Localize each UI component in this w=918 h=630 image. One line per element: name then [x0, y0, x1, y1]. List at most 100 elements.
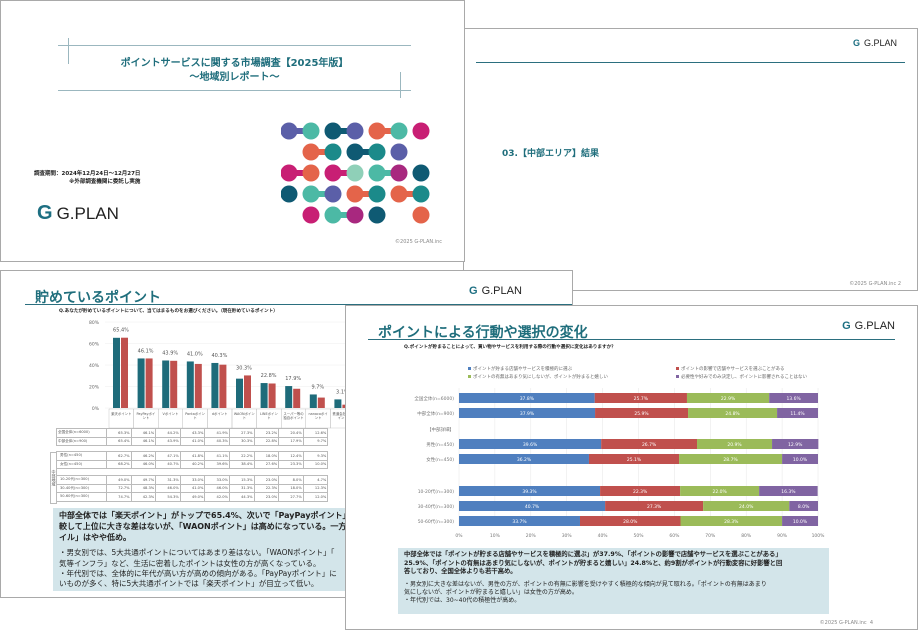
table-cell: 38.4%: [228, 459, 255, 469]
table-cell: 23.0%: [253, 492, 280, 502]
g-plan-logo: G G.PLAN: [37, 202, 119, 224]
table-cell: 17.9%: [278, 436, 304, 446]
table-cell: 41.0%: [179, 436, 206, 446]
bar-segment: [459, 439, 602, 449]
section-title: 03.【中部エリア】結果: [502, 149, 599, 159]
bar-national: [309, 394, 317, 408]
table-cell: 42.3%: [130, 492, 157, 502]
bar-segment: [459, 501, 606, 511]
slide-3-points-held[interactable]: 貯めているポイント G G.PLAN Q.あなたが貯めているポイントについて、当て…: [0, 270, 573, 598]
table-group-label: 中部地域: [50, 452, 57, 504]
bar-chubu: [121, 337, 128, 408]
data-label: 3.1%: [336, 389, 349, 395]
row-label: 中部全体(n=900): [417, 410, 454, 417]
data-label: 41.0%: [187, 351, 203, 357]
table-cell: 40.2%: [179, 459, 206, 469]
table-cell: 9.3%: [302, 451, 329, 461]
bar-national: [211, 362, 219, 408]
table-cell: 33.0%: [204, 475, 230, 485]
slide-2-section[interactable]: G G.PLAN 03.【中部エリア】結果 ©2025 G-PLAN.inc 2: [463, 28, 918, 291]
dot: [324, 164, 342, 182]
table-cell: 31.3%: [228, 483, 255, 493]
question-text: Q.ポイントが貯まることによって、買い物やサービスを利用する際の行動や選択に変化…: [404, 345, 616, 350]
segment-label: 37.9%: [520, 411, 535, 417]
dot-connector: [333, 212, 355, 218]
table-cell: 33.0%: [179, 475, 206, 485]
dot: [412, 185, 430, 203]
table-cell: 12.3%: [302, 483, 329, 493]
table-cell: 46.1%: [130, 436, 157, 446]
dot: [368, 185, 386, 203]
segment-label: 25.1%: [627, 457, 642, 463]
bar-chubu: [170, 360, 178, 408]
slide-title: 貯めているポイント: [35, 290, 161, 306]
segment-label: 22.9%: [721, 396, 736, 402]
table-cell: 10.0%: [302, 459, 329, 469]
summary-box: 中部全体では「楽天ポイント」がトップで65.4%、次いで「PayPayポイント」…: [53, 508, 346, 591]
segment-label: 11.4%: [790, 411, 805, 417]
table-cell: 46.0%: [155, 483, 181, 493]
table-cell: 40.7%: [155, 459, 181, 469]
table-cell: 42.0%: [204, 492, 230, 502]
table-cell: 18.0%: [278, 483, 304, 493]
category-label: 楽天ポイント: [111, 411, 131, 416]
dot: [302, 206, 320, 224]
g-plan-logo-icon: G: [37, 202, 53, 224]
row-label: 女性(n=450): [426, 456, 454, 463]
slide-1-cover[interactable]: ポイントサービスに関する市場調査【2025年版】 ～地域別レポート～ 調査期間：2…: [0, 0, 465, 262]
table-cell: 49.0%: [106, 475, 132, 485]
x-tick-label: 90%: [777, 533, 788, 539]
row-label: 50-60代(n=300): [56, 492, 107, 502]
y-tick-label: 60%: [89, 342, 100, 348]
table-cell: 62.7%: [106, 451, 132, 461]
segment-label: 13.6%: [786, 396, 801, 402]
bar-national: [162, 360, 170, 408]
segment-label: 10.0%: [793, 519, 808, 525]
table-cell: 44.2%: [155, 428, 181, 438]
category-label: PayPayポイント: [137, 411, 156, 420]
table-cell: 44.3%: [228, 492, 255, 502]
segment-label: 27.3%: [647, 504, 662, 510]
dot-connector: [399, 191, 421, 197]
data-label: 65.4%: [113, 328, 129, 334]
table-cell: 23.2%: [253, 428, 280, 438]
table-cell: 48.3%: [130, 483, 157, 493]
table-cell: 46.0%: [130, 459, 157, 469]
row-label: 30-40代(n=300): [418, 503, 455, 510]
row-label: 10-20代(n=300): [56, 475, 107, 485]
table-cell: 4.7%: [302, 475, 329, 485]
table-cell: 68.2%: [106, 459, 132, 469]
segment-label: 10.0%: [793, 457, 808, 463]
table-cell: 43.3%: [179, 428, 206, 438]
category-label: Vポイント: [163, 411, 179, 416]
dot-connector: [333, 128, 355, 134]
bar-chubu: [219, 364, 227, 408]
bar-segment: [459, 486, 601, 496]
footer: ©2025 G-PLAN.inc 2: [849, 281, 901, 287]
x-tick-label: 80%: [741, 533, 752, 539]
table-cell: 23.0%: [253, 475, 280, 485]
segment-label: 39.6%: [523, 442, 538, 448]
bar-segment: [789, 501, 818, 511]
bar-chubu: [145, 358, 153, 408]
dot: [346, 143, 364, 161]
segment-label: 24.0%: [739, 504, 754, 510]
table-cell: 12.6%: [302, 428, 329, 438]
table-cell: 49.0%: [179, 492, 206, 502]
y-tick-label: 40%: [89, 363, 100, 369]
g-plan-logo: G G.PLAN: [842, 320, 895, 332]
category-label: dポイント: [212, 411, 228, 416]
row-label: 50-60代(n=300): [418, 518, 455, 525]
bar-chubu: [317, 397, 325, 408]
data-label: 22.8%: [261, 373, 277, 379]
legend-item-3: ポイントの有無はあまり気にしないが、ポイントが貯まると嬉しい: [468, 374, 608, 380]
footer: ©2025 G-PLAN.inc 4: [819, 620, 873, 626]
dot-connector: [377, 170, 399, 176]
table-cell: 41.0%: [179, 483, 206, 493]
row-label: 10-20代(n=300): [418, 488, 455, 495]
segment-label: 22.0%: [712, 489, 727, 495]
legend-item-1: ポイントが貯まる店舗やサービスを積極的に選ぶ: [468, 366, 572, 372]
points-data-table: 全国全体(n=6000) 65.3% 46.1% 44.2% 43.3% 41.9% 27.…: [56, 428, 329, 502]
segment-label: 25.9%: [634, 411, 649, 417]
slide-4-behavior-change[interactable]: ポイントによる行動や選択の変化 G G.PLAN Q.ポイントが貯まることによって…: [345, 305, 918, 630]
